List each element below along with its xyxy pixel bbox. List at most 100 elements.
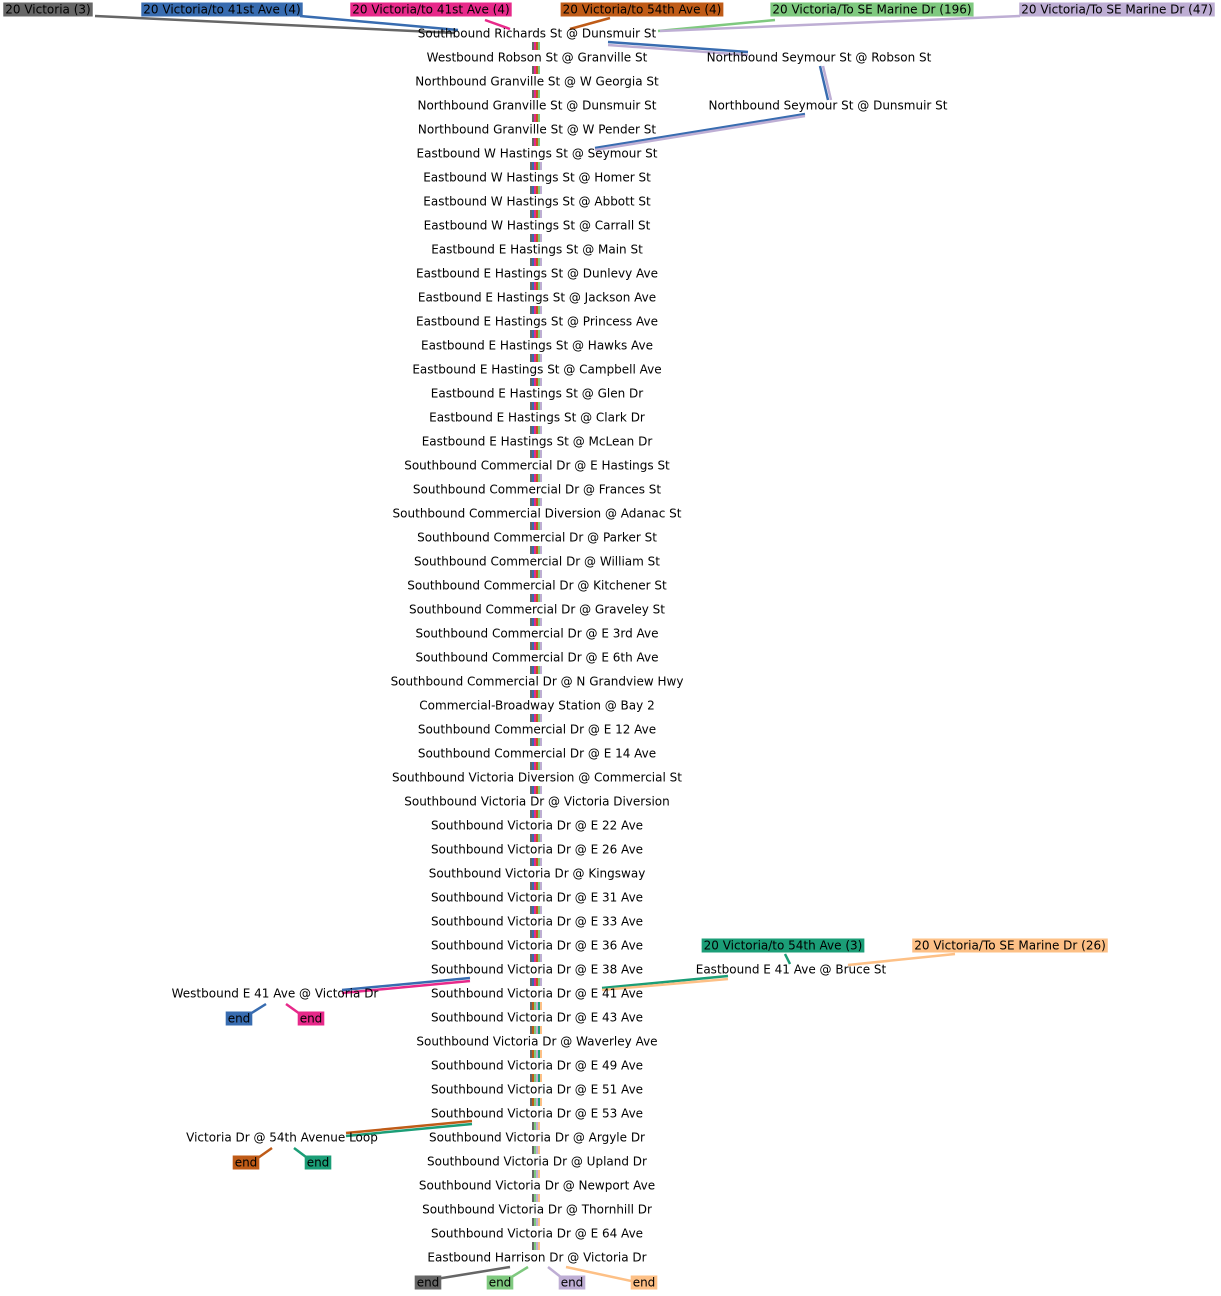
- label-box: [3, 2, 93, 17]
- stripe: [540, 306, 542, 314]
- stripe: [540, 1098, 542, 1106]
- label-box: [141, 2, 303, 17]
- stripe: [530, 234, 532, 242]
- stripe: [532, 666, 534, 674]
- stripe: [530, 1050, 532, 1058]
- stripe: [536, 498, 538, 506]
- stripe: [540, 210, 542, 218]
- stripe: [534, 954, 536, 962]
- stripe: [534, 1122, 536, 1130]
- stripe: [530, 258, 532, 266]
- stripe: [530, 426, 532, 434]
- stripe: [538, 138, 540, 146]
- stripe: [534, 882, 536, 890]
- stripe: [536, 954, 538, 962]
- stop-label: Eastbound W Hastings St @ Carrall St: [424, 219, 651, 233]
- stripe: [532, 306, 534, 314]
- stripe: [540, 834, 542, 842]
- stripe: [536, 306, 538, 314]
- stripe: [540, 402, 542, 410]
- stripe: [540, 1050, 542, 1058]
- route-label: end: [633, 1276, 656, 1290]
- stripe: [530, 474, 532, 482]
- stripe: [534, 90, 536, 98]
- stop-label: Southbound Victoria Dr @ E 43 Ave: [431, 1011, 643, 1025]
- stripe: [536, 1002, 538, 1010]
- stripe: [532, 162, 534, 170]
- stripe: [538, 522, 540, 530]
- stripe: [538, 1242, 540, 1250]
- stop-label: Southbound Victoria Diversion @ Commerci…: [392, 771, 682, 785]
- stop-label: Southbound Commercial Dr @ Graveley St: [409, 603, 665, 617]
- stop-label: Eastbound E Hastings St @ Jackson Ave: [418, 291, 656, 305]
- stripe: [536, 690, 538, 698]
- stripe: [532, 690, 534, 698]
- stripe: [534, 258, 536, 266]
- stripe: [540, 858, 542, 866]
- stripe: [532, 114, 534, 122]
- stop-label: Westbound E 41 Ave @ Victoria Dr: [172, 987, 379, 1001]
- stripe: [540, 954, 542, 962]
- stripe: [536, 138, 538, 146]
- stripe: [534, 810, 536, 818]
- stop-label: Southbound Victoria Dr @ E 38 Ave: [431, 963, 643, 977]
- route-line: [594, 112, 806, 150]
- stripe: [538, 834, 540, 842]
- stripe: [538, 714, 540, 722]
- route-line: [484, 18, 511, 31]
- stripe: [534, 762, 536, 770]
- stripe: [530, 570, 532, 578]
- stripe: [530, 330, 532, 338]
- stripe: [538, 474, 540, 482]
- stripe: [538, 66, 540, 74]
- stripe: [530, 450, 532, 458]
- stripe: [538, 882, 540, 890]
- stripe: [536, 426, 538, 434]
- stop-label: Eastbound E Hastings St @ Hawks Ave: [421, 339, 653, 353]
- stripe: [532, 474, 534, 482]
- stripe: [536, 1122, 538, 1130]
- stop-label: Southbound Commercial Dr @ E Hastings St: [404, 459, 670, 473]
- stripe: [540, 1026, 542, 1034]
- stripe: [536, 642, 538, 650]
- stripe: [530, 666, 532, 674]
- stop-label: Southbound Commercial Dr @ E 6th Ave: [415, 651, 658, 665]
- stripe: [534, 162, 536, 170]
- stripe: [540, 618, 542, 626]
- stripe: [536, 1026, 538, 1034]
- stripe: [538, 1050, 540, 1058]
- stripe: [536, 594, 538, 602]
- route-line: [783, 953, 792, 965]
- stripe: [532, 210, 534, 218]
- stripe: [536, 666, 538, 674]
- stripe: [538, 1146, 540, 1154]
- stripe: [530, 834, 532, 842]
- stripe: [530, 282, 532, 290]
- stripe: [538, 762, 540, 770]
- route-line: [299, 14, 459, 32]
- stop-label: Southbound Commercial Dr @ William St: [414, 555, 660, 569]
- stop-label: Southbound Commercial Dr @ Frances St: [413, 483, 661, 497]
- stripe: [534, 210, 536, 218]
- stop-label: Eastbound E Hastings St @ Main St: [431, 243, 643, 257]
- stripe: [540, 282, 542, 290]
- stripe: [532, 738, 534, 746]
- route-line: [345, 1119, 473, 1135]
- stripe: [540, 930, 542, 938]
- stripe: [532, 1218, 534, 1226]
- stripe: [538, 498, 540, 506]
- stripe: [536, 906, 538, 914]
- stripe: [538, 618, 540, 626]
- stripe: [538, 234, 540, 242]
- label-box: [486, 1275, 514, 1290]
- stop-label: Eastbound Harrison Dr @ Victoria Dr: [427, 1251, 646, 1265]
- stripe: [536, 1194, 538, 1202]
- stop-label: Southbound Victoria Dr @ E 22 Ave: [431, 819, 643, 833]
- route-line: [249, 1002, 267, 1016]
- stripe: [536, 858, 538, 866]
- stop-label: Southbound Commercial Dr @ Kitchener St: [407, 579, 667, 593]
- stripe: [536, 1218, 538, 1226]
- stripe: [536, 234, 538, 242]
- stripe: [538, 450, 540, 458]
